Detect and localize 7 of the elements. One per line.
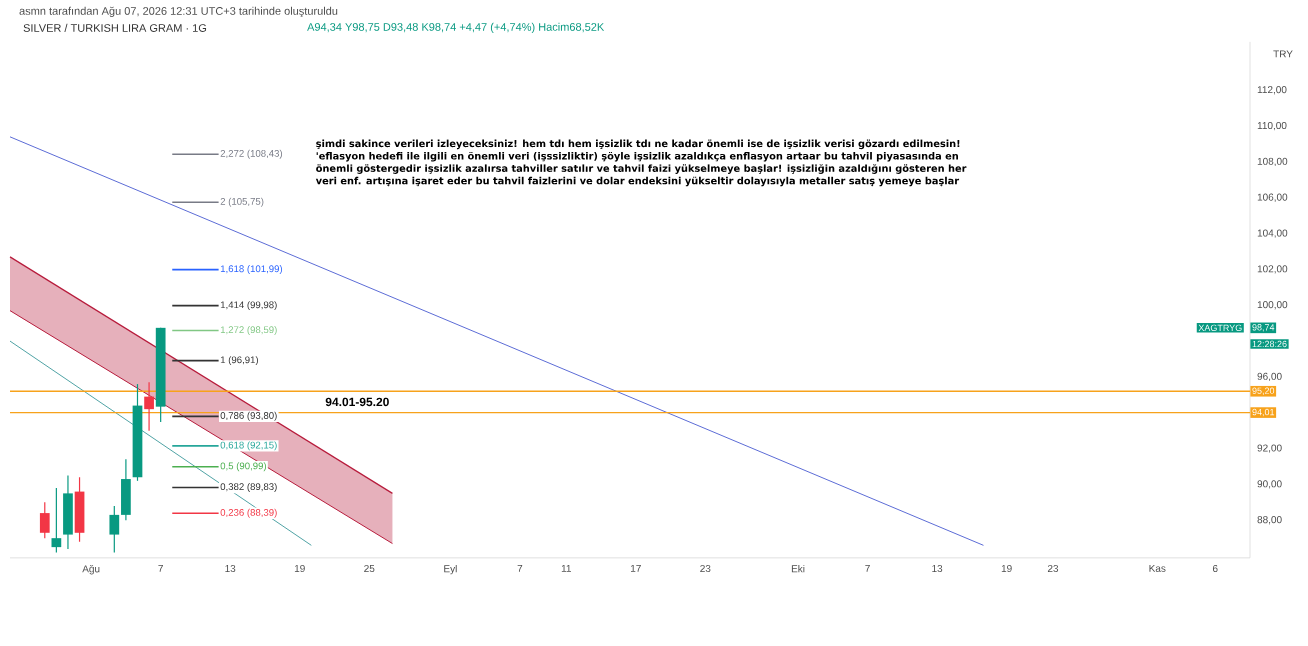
candlestick: [39, 501, 50, 539]
candlestick: [74, 476, 85, 543]
candlestick: [51, 487, 62, 554]
candlestick: [144, 381, 154, 432]
candlestick: [63, 474, 73, 550]
candlestick: [121, 458, 131, 521]
candlestick: [109, 505, 120, 554]
